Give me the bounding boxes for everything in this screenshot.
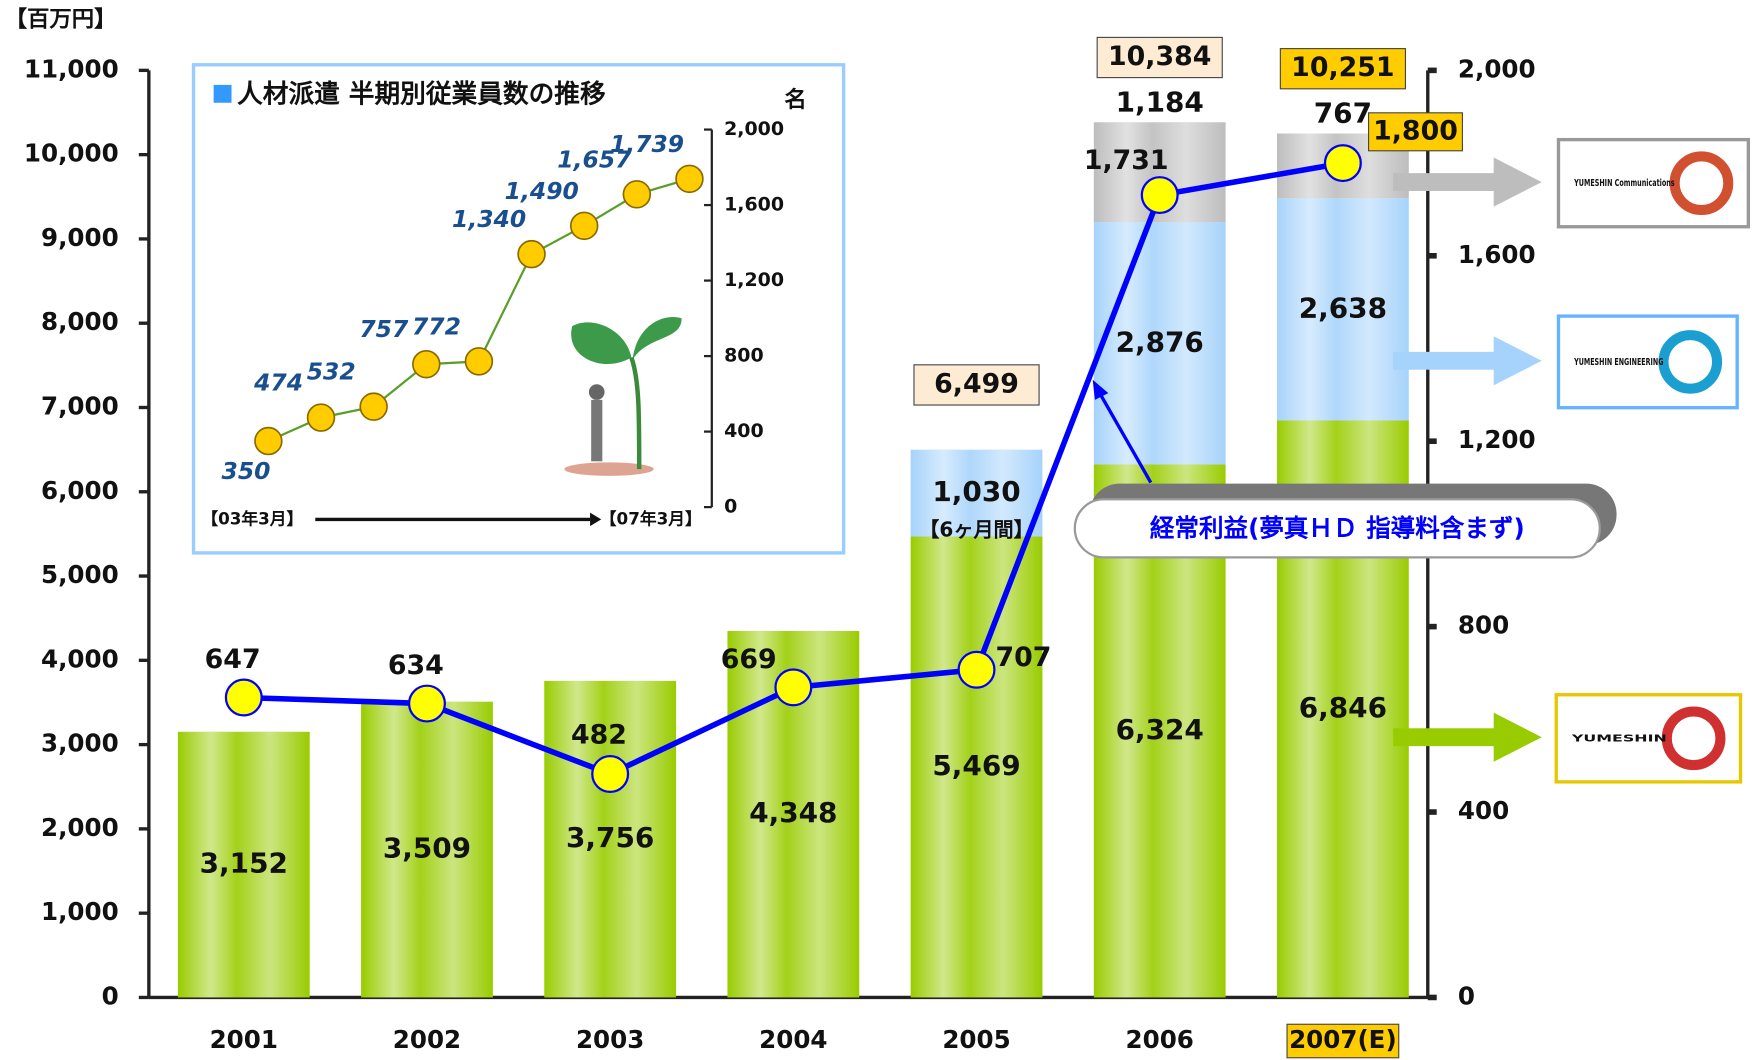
x-tick-label: 2001 bbox=[210, 1025, 278, 1054]
bar-value-label: 2,638 bbox=[1299, 291, 1387, 324]
line-marker bbox=[409, 686, 445, 722]
inset-marker bbox=[571, 212, 598, 239]
y-tick-label: 9,000 bbox=[41, 223, 119, 252]
y-tick-label: 4,000 bbox=[41, 644, 119, 673]
inset-marker bbox=[518, 241, 545, 268]
chart: 【百万円】 0 1,000 2,000 3,000 4,000 5,000 6,000 7,00… bbox=[0, 0, 1752, 1060]
bar-value-label: 6,846 bbox=[1299, 691, 1387, 724]
inset-y-tick-label: 400 bbox=[724, 420, 764, 442]
y-tick-label: 7,000 bbox=[41, 391, 119, 420]
y-tick-label: 11,000 bbox=[24, 54, 119, 83]
legend-label: 経常利益(夢真ＨＤ 指導料含まず) bbox=[1150, 513, 1525, 542]
x-tick-label: 2002 bbox=[393, 1025, 461, 1054]
bar-value-label: 6,324 bbox=[1116, 713, 1204, 746]
inset-value-label: 350 bbox=[222, 457, 271, 485]
line-value-label: 1,731 bbox=[1084, 145, 1169, 176]
bar-value-label: 1,030 bbox=[932, 475, 1020, 508]
inset-y-tick-label: 800 bbox=[724, 345, 764, 367]
y-tick-label: 6,000 bbox=[41, 476, 119, 505]
legend-swatch bbox=[214, 85, 232, 103]
inset-x-end-label: 【07年3月】 bbox=[600, 508, 702, 528]
line-value-label: 647 bbox=[205, 644, 261, 675]
y-tick-label: 10,000 bbox=[24, 139, 119, 168]
arrow-head bbox=[1494, 157, 1542, 206]
y-tick-label: 0 bbox=[102, 981, 119, 1010]
line-value-label: 1,800 bbox=[1373, 115, 1458, 146]
bar-value-label: 2,876 bbox=[1116, 325, 1204, 358]
inset-marker bbox=[308, 404, 335, 431]
y2-tick-label: 400 bbox=[1458, 796, 1509, 825]
unit-label: 【百万円】 bbox=[5, 7, 117, 33]
bar-value-label: 3,509 bbox=[383, 832, 471, 865]
inset-value-label: 757 bbox=[359, 315, 409, 343]
inset-value-label: 1,490 bbox=[505, 177, 579, 205]
inset-marker bbox=[623, 181, 650, 208]
arrow-shaft bbox=[1393, 352, 1496, 370]
x-tick-label: 2005 bbox=[942, 1025, 1010, 1054]
inset-unit: 名 bbox=[784, 86, 806, 113]
x-tick-label: 2007(E) bbox=[1289, 1025, 1397, 1054]
bar-value-label: 4,348 bbox=[749, 796, 837, 829]
logo-text: YUMESHIN ENGINEERING bbox=[1573, 357, 1663, 368]
x-tick-label: 2004 bbox=[759, 1025, 827, 1054]
logo-text: YUMESHIN Communications bbox=[1573, 178, 1674, 189]
inset-value-label: 772 bbox=[412, 312, 461, 340]
y-tick-label: 5,000 bbox=[41, 560, 119, 589]
x-tick-label: 2006 bbox=[1126, 1025, 1194, 1054]
y2-tick-label: 0 bbox=[1458, 981, 1475, 1010]
inset-value-label: 1,340 bbox=[452, 205, 526, 233]
line-value-label: 482 bbox=[571, 720, 627, 751]
line-value-label: 634 bbox=[388, 650, 444, 681]
arrow-shaft bbox=[1393, 173, 1496, 191]
inset-value-label: 532 bbox=[307, 358, 356, 386]
y2-tick-label: 1,200 bbox=[1458, 425, 1536, 454]
y-tick-label: 1,000 bbox=[41, 897, 119, 926]
x-tick-label: 2003 bbox=[576, 1025, 644, 1054]
line-marker bbox=[592, 756, 628, 792]
arrow-head bbox=[1494, 713, 1542, 762]
bar-value-label: 5,469 bbox=[932, 749, 1020, 782]
inset-value-label: 474 bbox=[253, 369, 303, 397]
bar-value-label: 767 bbox=[1314, 97, 1372, 130]
inset-y-tick-label: 2,000 bbox=[724, 118, 784, 140]
inset-y-tick-label: 1,200 bbox=[724, 269, 784, 291]
line-marker bbox=[959, 652, 995, 688]
inset-y-tick-label: 0 bbox=[724, 496, 737, 518]
y-tick-label: 3,000 bbox=[41, 729, 119, 758]
inset-x-start-label: 【03年3月】 bbox=[201, 508, 303, 528]
inset-title: 人材派遣 半期別従業員数の推移 bbox=[237, 79, 606, 109]
bar-value-label: 3,152 bbox=[200, 847, 288, 880]
line-marker bbox=[226, 680, 262, 716]
line-value-label: 707 bbox=[995, 642, 1051, 673]
line-value-label: 669 bbox=[721, 644, 777, 675]
line-marker bbox=[1142, 177, 1178, 213]
logo-text: YUMESHIN bbox=[1570, 733, 1667, 744]
y2-tick-label: 2,000 bbox=[1458, 54, 1536, 83]
inset-marker bbox=[676, 165, 703, 192]
total-label: 10,384 bbox=[1108, 41, 1211, 72]
annotation: 【6ヶ月間】 bbox=[919, 518, 1033, 542]
inset-marker bbox=[413, 351, 440, 378]
bar-value-label: 1,184 bbox=[1116, 85, 1204, 118]
arrow-shaft bbox=[1393, 728, 1496, 746]
y2-tick-label: 800 bbox=[1458, 611, 1509, 640]
inset-value-label: 1,739 bbox=[610, 130, 684, 158]
total-label: 6,499 bbox=[934, 368, 1019, 399]
y-tick-label: 8,000 bbox=[41, 307, 119, 336]
line-marker bbox=[775, 669, 811, 705]
inset-marker bbox=[255, 428, 282, 455]
arrow-head bbox=[1494, 336, 1542, 385]
inset-marker bbox=[466, 348, 493, 375]
line-marker bbox=[1325, 145, 1361, 181]
total-label: 10,251 bbox=[1291, 52, 1394, 83]
inset-marker bbox=[360, 393, 387, 420]
y-tick-label: 2,000 bbox=[41, 813, 119, 842]
y2-tick-label: 1,600 bbox=[1458, 240, 1536, 269]
bar-value-label: 3,756 bbox=[566, 821, 654, 854]
inset-y-tick-label: 1,600 bbox=[724, 194, 784, 216]
